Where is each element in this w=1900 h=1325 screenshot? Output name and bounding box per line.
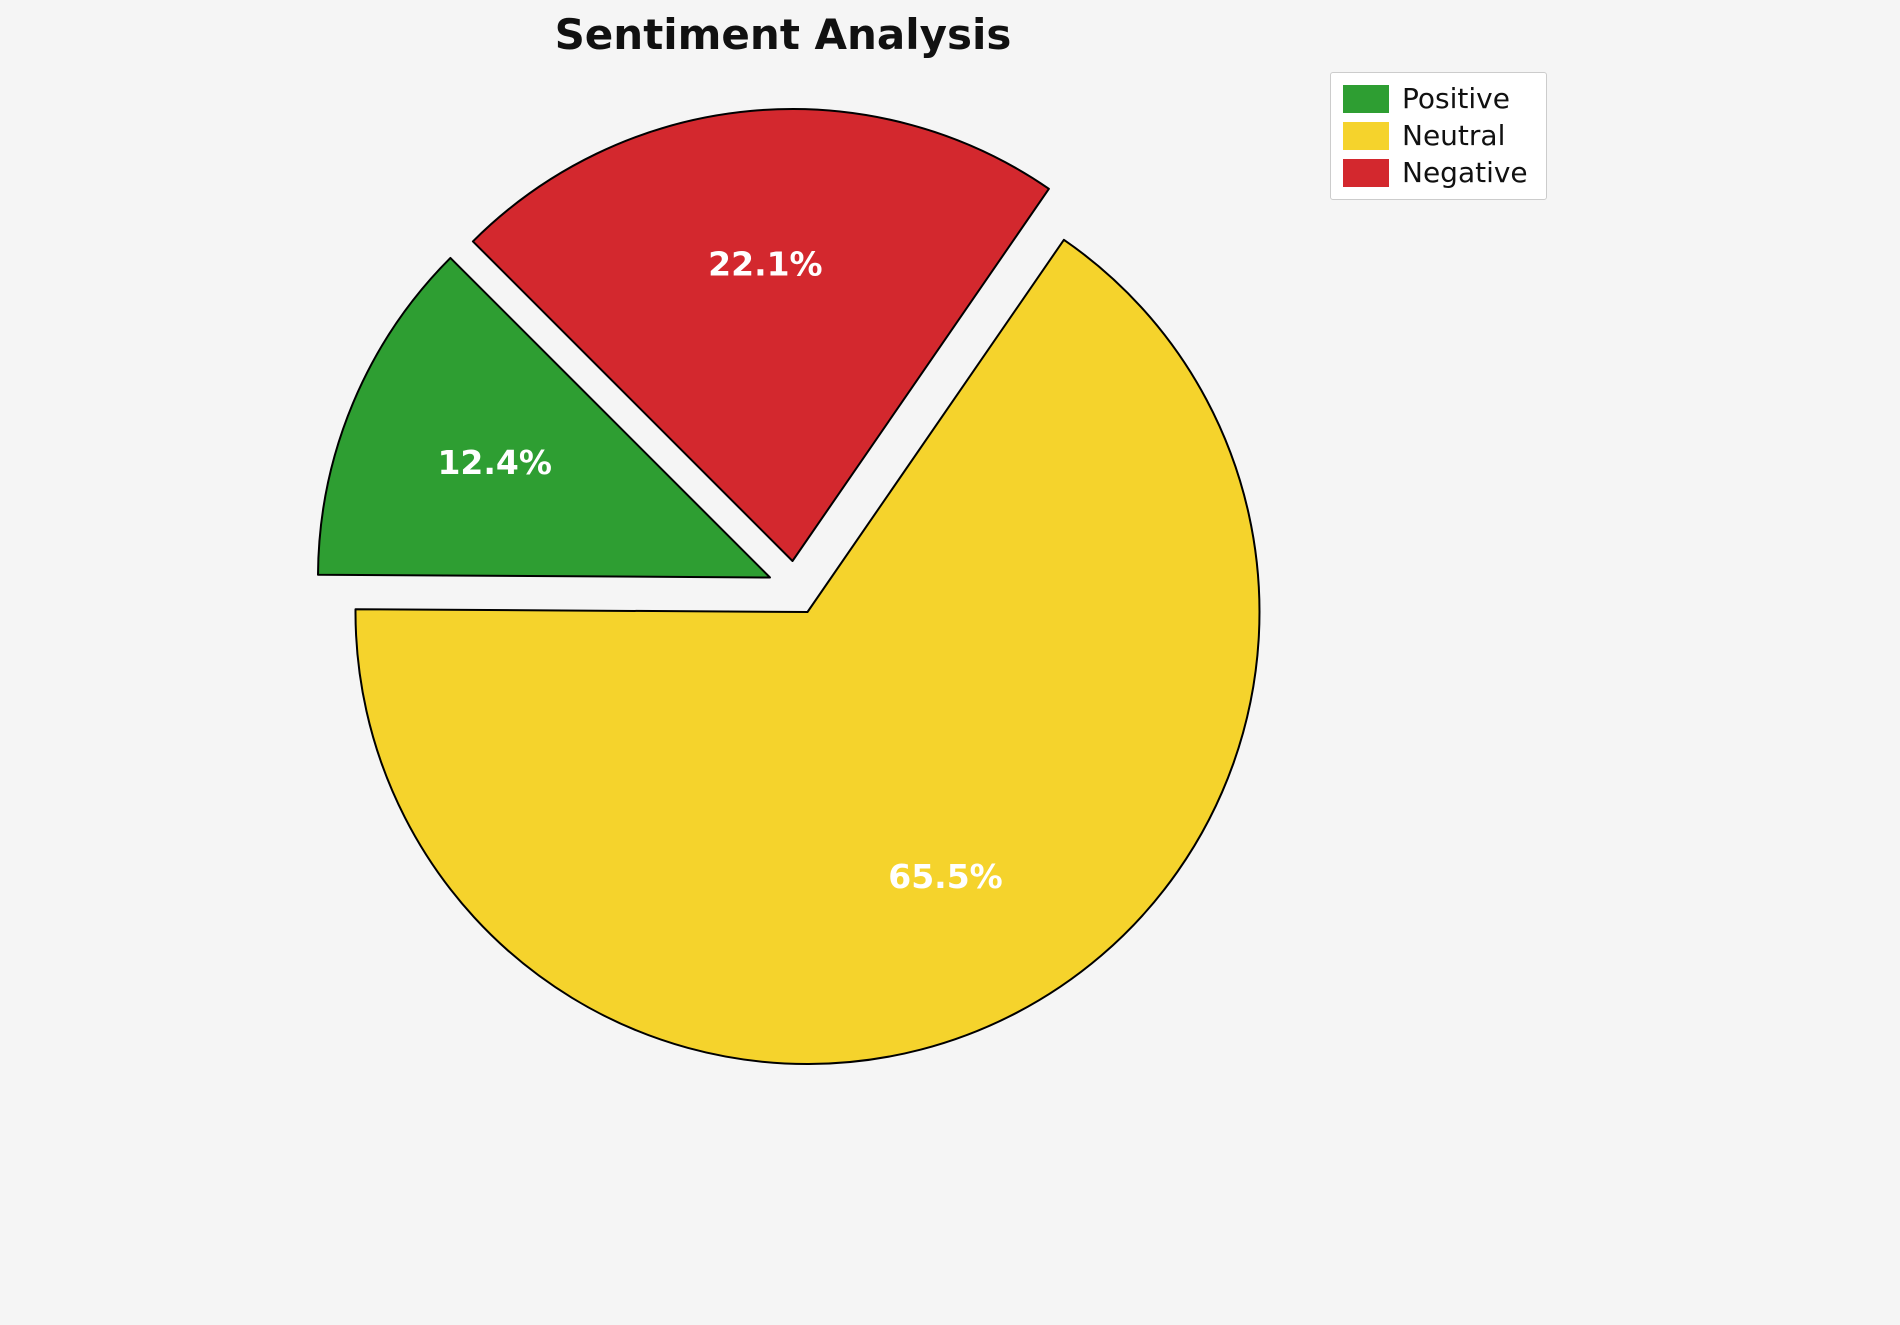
slice-label-positive: 12.4% <box>437 443 552 482</box>
legend-item-negative: Negative <box>1343 159 1528 187</box>
legend-item-neutral: Neutral <box>1343 122 1528 150</box>
legend-swatch-positive <box>1343 85 1389 113</box>
legend-label-negative: Negative <box>1402 156 1528 189</box>
legend: Positive Neutral Negative <box>1330 72 1547 200</box>
slice-label-negative: 22.1% <box>708 244 823 283</box>
legend-swatch-negative <box>1343 159 1389 187</box>
chart-title: Sentiment Analysis <box>554 10 1012 59</box>
legend-item-positive: Positive <box>1343 85 1528 113</box>
legend-label-positive: Positive <box>1402 82 1510 115</box>
pie-slice-neutral <box>354 238 1261 1066</box>
legend-swatch-neutral <box>1343 122 1389 150</box>
legend-label-neutral: Neutral <box>1402 119 1506 152</box>
pie-slice-positive <box>317 256 771 579</box>
pie-slice-negative <box>471 108 1050 562</box>
slice-label-neutral: 65.5% <box>888 857 1003 896</box>
